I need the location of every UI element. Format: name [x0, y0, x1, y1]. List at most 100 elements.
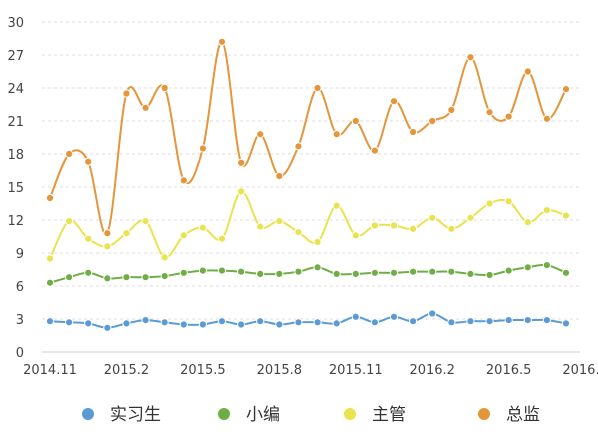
y-tick-label: 21	[7, 115, 24, 130]
data-point	[256, 269, 265, 278]
series-3	[45, 187, 571, 263]
series-4	[45, 37, 571, 238]
data-point	[523, 67, 532, 76]
y-tick-label: 30	[7, 16, 24, 31]
data-point	[217, 266, 227, 275]
data-point	[542, 114, 551, 123]
data-point	[45, 317, 55, 326]
data-point	[294, 228, 303, 237]
data-point	[485, 199, 494, 208]
data-point	[122, 319, 131, 328]
data-point	[237, 267, 246, 276]
data-point	[313, 318, 322, 327]
data-point	[313, 237, 322, 247]
legend-label: 实习生	[110, 405, 161, 425]
x-tick-label: 2016.2	[409, 363, 455, 378]
data-point	[198, 320, 207, 329]
data-point	[103, 229, 112, 238]
legend-label: 小编	[246, 405, 280, 425]
data-point	[313, 83, 322, 93]
data-point	[447, 267, 456, 276]
data-point	[409, 224, 418, 233]
data-point	[332, 319, 341, 328]
data-point	[542, 316, 551, 325]
series-line	[49, 190, 567, 259]
x-tick-label: 2015.2	[104, 363, 150, 378]
y-tick-label: 18	[7, 148, 24, 163]
data-point	[84, 319, 93, 328]
data-point	[466, 269, 475, 278]
data-point	[542, 261, 551, 270]
data-point	[179, 176, 188, 185]
y-tick-label: 6	[16, 280, 24, 295]
data-point	[275, 269, 284, 278]
data-point	[179, 320, 188, 329]
y-tick-label: 12	[7, 214, 24, 229]
data-point	[160, 253, 169, 262]
data-point	[504, 197, 513, 206]
data-point	[237, 187, 246, 196]
data-point	[160, 272, 169, 281]
data-point	[409, 317, 418, 326]
data-point	[198, 223, 207, 232]
data-point	[122, 273, 131, 282]
data-point	[256, 130, 265, 139]
data-point	[332, 130, 341, 139]
data-point	[217, 317, 227, 326]
data-point	[160, 318, 169, 327]
data-point	[561, 85, 571, 94]
legend-marker	[478, 408, 490, 420]
data-point	[370, 318, 379, 327]
data-point	[466, 317, 475, 326]
data-point	[370, 268, 379, 277]
data-point	[179, 231, 188, 240]
data-point	[275, 320, 284, 329]
data-point	[428, 116, 437, 126]
data-point	[103, 323, 112, 332]
data-point	[275, 171, 284, 181]
data-point	[313, 263, 322, 272]
legend-item: 总监	[478, 405, 540, 425]
data-point	[466, 53, 475, 62]
legend-item: 主管	[344, 405, 406, 425]
data-point	[141, 273, 150, 282]
data-point	[351, 231, 360, 240]
data-point	[84, 268, 93, 277]
data-point	[447, 318, 456, 327]
data-point	[542, 206, 551, 215]
legend-marker	[218, 408, 230, 420]
data-point	[237, 158, 246, 167]
data-point	[237, 320, 246, 329]
series-1	[45, 309, 571, 332]
x-tick-label: 2014.11	[23, 363, 77, 378]
data-point	[65, 273, 74, 282]
data-point	[65, 149, 74, 159]
data-point	[389, 221, 399, 230]
x-tick-label: 2015.8	[257, 363, 303, 378]
y-tick-label: 27	[7, 49, 24, 64]
data-point	[409, 267, 418, 276]
y-tick-label: 0	[16, 346, 24, 361]
data-point	[504, 266, 513, 275]
x-tick-label: 2016.5	[486, 363, 532, 378]
data-point	[122, 89, 131, 98]
data-point	[45, 278, 55, 287]
data-point	[485, 317, 494, 326]
data-point	[504, 112, 513, 121]
data-point	[332, 269, 341, 278]
legend-marker	[82, 408, 94, 420]
series-layer	[45, 37, 571, 332]
data-point	[561, 211, 571, 220]
data-point	[198, 144, 207, 153]
data-point	[217, 37, 227, 46]
data-point	[370, 146, 379, 155]
data-point	[389, 312, 399, 321]
data-point	[294, 267, 303, 276]
data-point	[370, 221, 379, 230]
series-line	[49, 312, 567, 329]
x-axis-ticks: 2014.11 2015.2 2015.5 2015.8 2015.11 2016.2 20…	[23, 363, 598, 378]
y-tick-label: 24	[7, 82, 24, 97]
data-point	[561, 268, 571, 277]
